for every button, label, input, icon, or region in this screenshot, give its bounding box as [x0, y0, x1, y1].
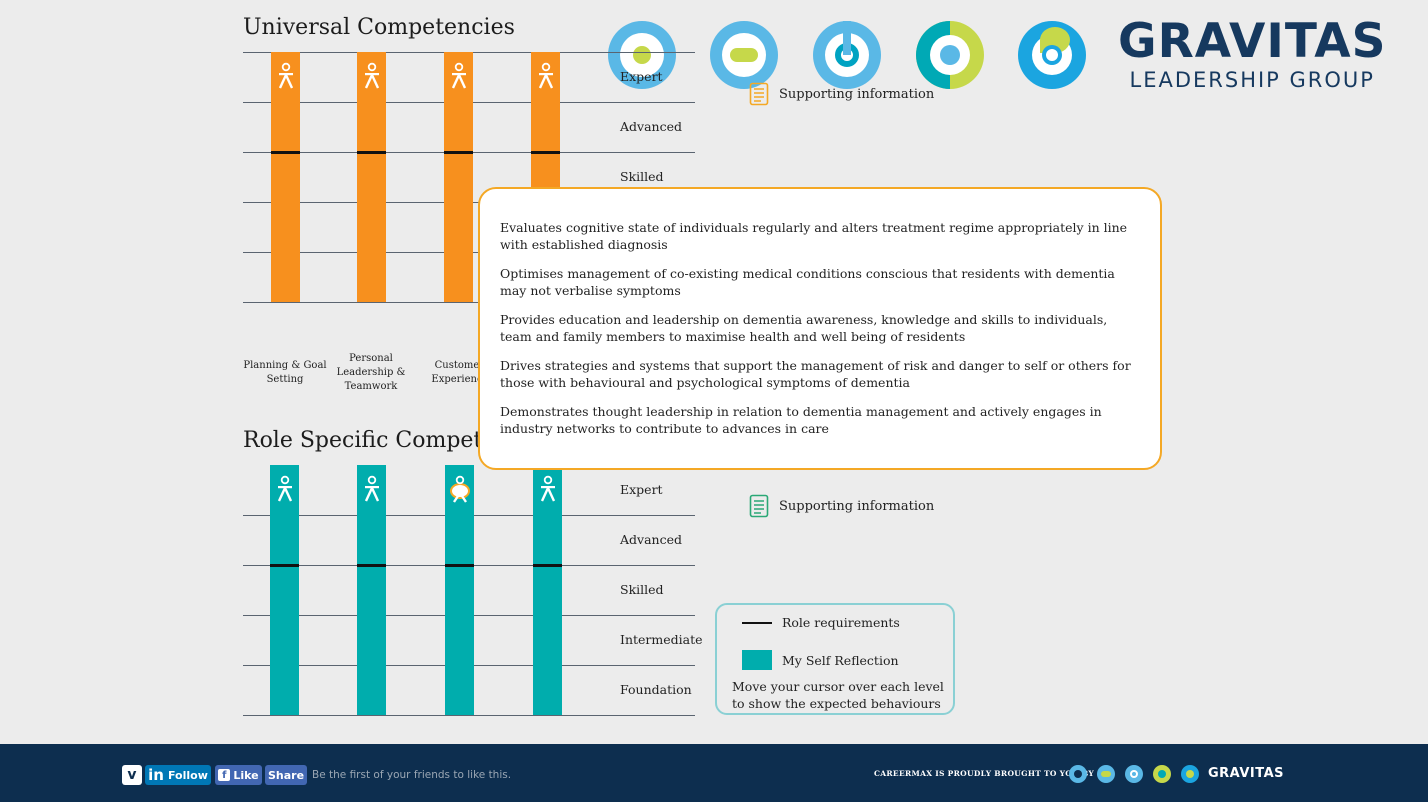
level-skilled[interactable]: Skilled: [620, 582, 664, 597]
logo-circle-3: [813, 21, 881, 89]
behaviour-item: Optimises management of co-existing medi…: [500, 266, 1115, 298]
category-label-customer: Custome Experienc: [414, 359, 500, 387]
level-advanced[interactable]: Advanced: [620, 532, 682, 547]
bar-personal-leadership[interactable]: [357, 52, 386, 302]
mini-logo-3: [1125, 765, 1143, 783]
supporting-info-role[interactable]: Supporting information: [749, 494, 934, 518]
linkedin-icon: in: [148, 766, 164, 784]
vimeo-icon: v: [127, 767, 137, 783]
role-requirement-marker: [533, 564, 562, 567]
behaviour-item: Demonstrates thought leadership in relat…: [500, 404, 1102, 436]
logo-circle-1: [608, 21, 676, 89]
universal-chart: Expert Advanced Skilled: [243, 52, 695, 304]
behaviour-item: Drives strategies and systems that suppo…: [500, 358, 1131, 390]
facebook-share-button[interactable]: Share: [265, 765, 307, 785]
share-label: Share: [267, 768, 305, 782]
person-icon: [270, 475, 299, 509]
gridline: [243, 302, 695, 303]
person-icon: [357, 475, 386, 509]
category-label-line: Custome: [434, 360, 480, 371]
facebook-icon: f: [218, 769, 231, 781]
role-requirement-marker: [357, 564, 386, 567]
legend-line-swatch: [742, 621, 772, 624]
role-requirement-marker: [531, 151, 560, 154]
level-intermediate[interactable]: Intermediate: [620, 632, 703, 647]
logo-circle-4: [916, 21, 984, 89]
person-icon: [271, 62, 300, 96]
facebook-social-text: Be the first of your friends to like thi…: [312, 769, 512, 781]
vimeo-button[interactable]: v: [122, 765, 142, 785]
behaviour-item: Provides education and leadership on dem…: [500, 312, 1108, 344]
legend-self-reflection: My Self Reflection: [742, 650, 899, 670]
gridline: [243, 715, 695, 716]
logo-circle-5: [1018, 21, 1086, 89]
person-icon: [533, 475, 562, 509]
person-icon-active: [445, 475, 474, 509]
footer-brand: GRAVITAS: [1208, 766, 1285, 781]
document-icon: [749, 82, 769, 106]
person-icon: [531, 62, 560, 96]
gravitas-logo: GRAVITAS LEADERSHIP GROUP: [1118, 14, 1387, 93]
mini-logo-2: [1097, 765, 1115, 783]
bar-customer-experience[interactable]: [444, 52, 473, 302]
category-label-line: Setting: [266, 374, 304, 385]
level-advanced[interactable]: Advanced: [620, 119, 682, 134]
legend-teal-swatch: [742, 650, 772, 670]
role-requirement-marker: [444, 151, 473, 154]
person-icon: [357, 62, 386, 96]
bar-planning[interactable]: [271, 52, 300, 302]
level-expert[interactable]: Expert: [620, 69, 663, 84]
mini-logo-5: [1181, 765, 1199, 783]
behaviour-item: Evaluates cognitive state of individuals…: [500, 220, 1128, 252]
document-icon: [749, 494, 769, 518]
role-requirement-marker: [445, 564, 474, 567]
role-requirement-marker: [270, 564, 299, 567]
level-skilled[interactable]: Skilled: [620, 169, 664, 184]
legend-hint: Move your cursor over each level to show…: [732, 679, 944, 711]
bar-role-3[interactable]: [445, 465, 474, 715]
bar-role-1[interactable]: [270, 465, 299, 715]
linkedin-follow-button[interactable]: in Follow: [145, 765, 211, 785]
brought-by-text: CAREERMAX IS PROUDLY BROUGHT TO YOU BY: [874, 769, 1095, 778]
mini-logo-4: [1153, 765, 1171, 783]
legend-self-reflection-label: My Self Reflection: [782, 652, 899, 668]
supporting-info-label: Supporting information: [779, 86, 935, 102]
category-label-planning: Planning & Goal Setting: [242, 359, 328, 387]
supporting-info-universal[interactable]: Supporting information: [749, 82, 934, 106]
universal-title: Universal Competencies: [243, 15, 515, 40]
follow-label: Follow: [167, 768, 208, 782]
legend-role-requirements: Role requirements: [742, 615, 900, 630]
behaviours-popup: Evaluates cognitive state of individuals…: [478, 187, 1162, 470]
category-label-line: Planning & Goal: [243, 360, 327, 371]
facebook-like-button[interactable]: f Like: [215, 765, 262, 785]
role-requirement-marker: [271, 151, 300, 154]
legend-role-requirements-label: Role requirements: [782, 615, 900, 630]
logo-circle-2: [710, 21, 778, 89]
bar-role-4[interactable]: [533, 465, 562, 715]
category-label-personal: Personal Leadership & Teamwork: [328, 352, 414, 394]
category-label-line: Experienc: [431, 374, 483, 385]
role-requirement-marker: [357, 151, 386, 154]
level-expert[interactable]: Expert: [620, 482, 663, 497]
person-icon: [444, 62, 473, 96]
role-specific-title: Role Specific Compete: [243, 428, 496, 453]
role-specific-chart: Expert Advanced Skilled Intermediate Fou…: [243, 465, 703, 717]
bar-role-2[interactable]: [357, 465, 386, 715]
like-label: Like: [233, 768, 259, 782]
category-label-line: Personal: [349, 353, 393, 364]
supporting-info-label: Supporting information: [779, 498, 935, 514]
category-label-line: Teamwork: [344, 381, 398, 392]
category-label-line: Leadership &: [336, 367, 406, 378]
level-foundation[interactable]: Foundation: [620, 682, 692, 697]
mini-logo-1: [1069, 765, 1087, 783]
brand-subtitle: LEADERSHIP GROUP: [1129, 68, 1375, 92]
legend-box: Role requirements My Self Reflection Mov…: [715, 603, 955, 715]
brand-name: GRAVITAS: [1118, 14, 1387, 69]
